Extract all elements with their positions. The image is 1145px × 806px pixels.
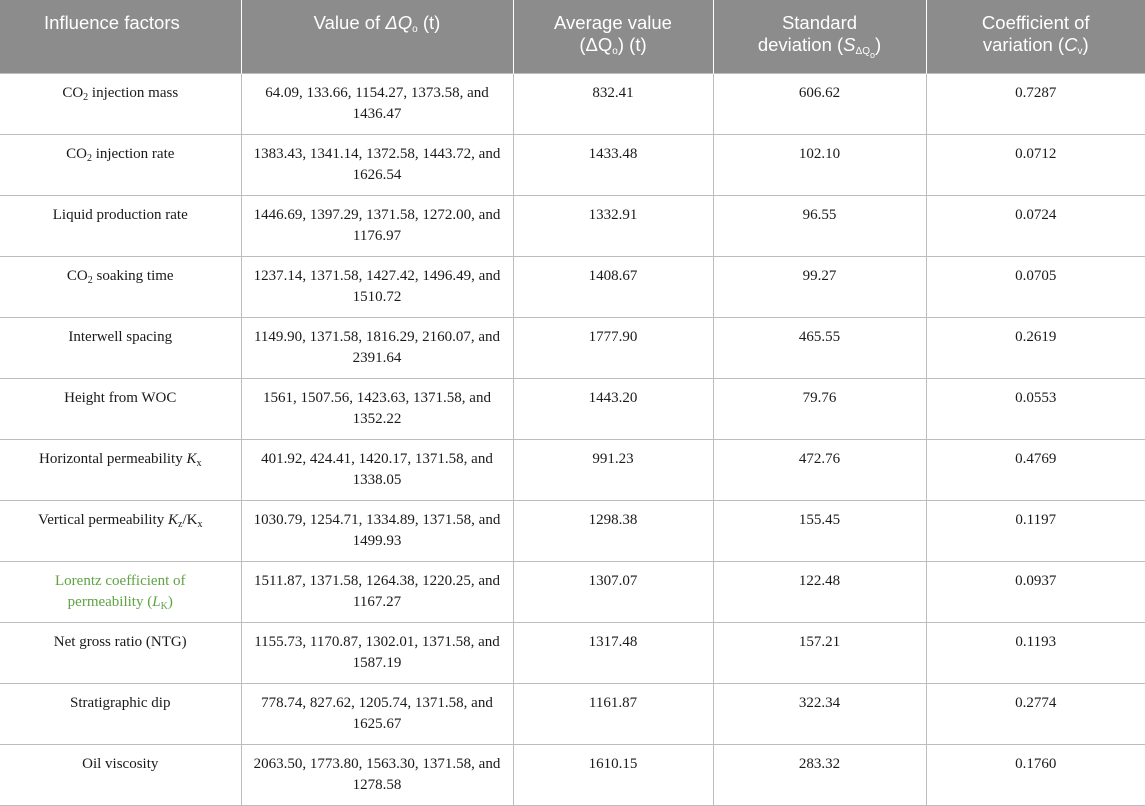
average-cell: 1307.07: [512, 560, 714, 623]
values-cell: 1030.79, 1254.71, 1334.89, 1371.58, and …: [240, 499, 514, 562]
factor-cell-highlighted: Lorentz coefficient of permeability (LK): [0, 560, 242, 623]
cv-cell: 0.2619: [925, 316, 1145, 379]
cv-cell: 0.2774: [925, 682, 1145, 745]
factor-cell: Interwell spacing: [0, 316, 242, 379]
factor-cell: Horizontal permeability Kx: [0, 438, 242, 501]
average-cell: 991.23: [512, 438, 714, 501]
header-value: Value of ΔQo (t): [240, 0, 513, 73]
header-coefficient-of-variation: Coefficient of variation (Cv): [925, 0, 1145, 73]
values-cell: 1383.43, 1341.14, 1372.58, 1443.72, and …: [240, 133, 514, 196]
average-cell: 1433.48: [512, 133, 714, 196]
std-dev-cell: 102.10: [712, 133, 927, 196]
std-dev-cell: 465.55: [712, 316, 927, 379]
table-row: Oil viscosity 2063.50, 1773.80, 1563.30,…: [0, 743, 1145, 806]
average-cell: 1332.91: [512, 194, 714, 257]
factor-cell: Oil viscosity: [0, 743, 242, 806]
average-cell: 1443.20: [512, 377, 714, 440]
average-cell: 832.41: [512, 72, 714, 135]
table-row: Interwell spacing 1149.90, 1371.58, 1816…: [0, 316, 1145, 379]
values-cell: 1237.14, 1371.58, 1427.42, 1496.49, and …: [240, 255, 514, 318]
cv-cell: 0.0553: [925, 377, 1145, 440]
table-row: CO2 soaking time 1237.14, 1371.58, 1427.…: [0, 255, 1145, 318]
cv-cell: 0.0724: [925, 194, 1145, 257]
table-row: Vertical permeability Kz/Kx 1030.79, 125…: [0, 499, 1145, 562]
factor-cell: Liquid production rate: [0, 194, 242, 257]
average-cell: 1317.48: [512, 621, 714, 684]
table-row: Liquid production rate 1446.69, 1397.29,…: [0, 194, 1145, 257]
cv-cell: 0.4769: [925, 438, 1145, 501]
factor-cell: Stratigraphic dip: [0, 682, 242, 745]
cv-cell: 0.7287: [925, 72, 1145, 135]
header-average-value: Average value (ΔQo) (t): [512, 0, 713, 73]
table-row: Horizontal permeability Kx 401.92, 424.4…: [0, 438, 1145, 501]
factor-cell: CO2 soaking time: [0, 255, 242, 318]
cv-cell: 0.1760: [925, 743, 1145, 806]
std-dev-cell: 96.55: [712, 194, 927, 257]
std-dev-cell: 606.62: [712, 72, 927, 135]
factor-cell: CO2 injection mass: [0, 72, 242, 135]
factor-cell: Height from WOC: [0, 377, 242, 440]
table-row: Height from WOC 1561, 1507.56, 1423.63, …: [0, 377, 1145, 440]
header-influence-factors: Influence factors: [0, 0, 241, 73]
std-dev-cell: 322.34: [712, 682, 927, 745]
cv-cell: 0.0712: [925, 133, 1145, 196]
table-row: Stratigraphic dip 778.74, 827.62, 1205.7…: [0, 682, 1145, 745]
average-cell: 1161.87: [512, 682, 714, 745]
average-cell: 1777.90: [512, 316, 714, 379]
std-dev-cell: 283.32: [712, 743, 927, 806]
table-row: CO2 injection rate 1383.43, 1341.14, 137…: [0, 133, 1145, 196]
average-cell: 1610.15: [512, 743, 714, 806]
values-cell: 2063.50, 1773.80, 1563.30, 1371.58, and …: [240, 743, 514, 806]
values-cell: 1561, 1507.56, 1423.63, 1371.58, and 135…: [240, 377, 514, 440]
std-dev-cell: 472.76: [712, 438, 927, 501]
header-row: Influence factors Value of ΔQo (t) Avera…: [0, 0, 1145, 73]
values-cell: 1511.87, 1371.58, 1264.38, 1220.25, and …: [240, 560, 514, 623]
std-dev-cell: 79.76: [712, 377, 927, 440]
std-dev-cell: 122.48: [712, 560, 927, 623]
cv-cell: 0.1197: [925, 499, 1145, 562]
values-cell: 778.74, 827.62, 1205.74, 1371.58, and 16…: [240, 682, 514, 745]
factor-cell: Net gross ratio (NTG): [0, 621, 242, 684]
std-dev-cell: 155.45: [712, 499, 927, 562]
values-cell: 64.09, 133.66, 1154.27, 1373.58, and 143…: [240, 72, 514, 135]
factor-cell: CO2 injection rate: [0, 133, 242, 196]
factor-cell: Vertical permeability Kz/Kx: [0, 499, 242, 562]
cv-cell: 0.1193: [925, 621, 1145, 684]
average-cell: 1408.67: [512, 255, 714, 318]
table-row: Lorentz coefficient of permeability (LK) …: [0, 560, 1145, 623]
std-dev-cell: 157.21: [712, 621, 927, 684]
table-row: Net gross ratio (NTG) 1155.73, 1170.87, …: [0, 621, 1145, 684]
values-cell: 401.92, 424.41, 1420.17, 1371.58, and 13…: [240, 438, 514, 501]
values-cell: 1155.73, 1170.87, 1302.01, 1371.58, and …: [240, 621, 514, 684]
values-cell: 1446.69, 1397.29, 1371.58, 1272.00, and …: [240, 194, 514, 257]
values-cell: 1149.90, 1371.58, 1816.29, 2160.07, and …: [240, 316, 514, 379]
table-row: CO2 injection mass 64.09, 133.66, 1154.2…: [0, 72, 1145, 135]
std-dev-cell: 99.27: [712, 255, 927, 318]
header-standard-deviation: Standard deviation (SΔQo): [712, 0, 926, 73]
cv-cell: 0.0937: [925, 560, 1145, 623]
cv-cell: 0.0705: [925, 255, 1145, 318]
average-cell: 1298.38: [512, 499, 714, 562]
